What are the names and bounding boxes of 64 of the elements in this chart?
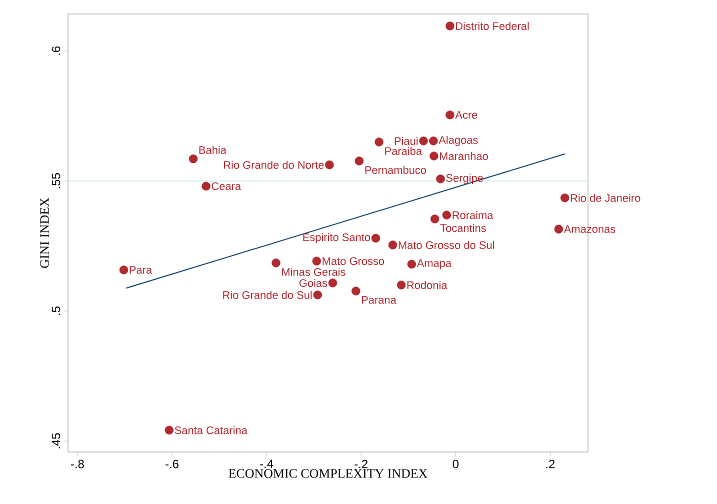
annotation: Acre: [455, 111, 478, 119]
point: [446, 22, 454, 30]
point: [371, 234, 380, 243]
annotation: Piaui: [394, 136, 418, 145]
annotation: Mato Grosso: [322, 257, 384, 265]
y-axis-title: GINI INDEX: [40, 198, 49, 268]
point: [272, 258, 280, 268]
point: [164, 426, 174, 435]
point: [429, 136, 438, 146]
point: [374, 138, 384, 146]
point: [388, 240, 398, 250]
point: [446, 110, 454, 120]
y-tick-label: .45: [52, 433, 60, 448]
annotation: Distrito Federal: [456, 22, 529, 30]
annotation: Goias: [299, 278, 328, 287]
point: [202, 182, 210, 191]
point: [313, 290, 322, 300]
annotation: Bahia: [199, 146, 226, 154]
annotation: Ceara: [212, 182, 242, 190]
point: [442, 210, 452, 220]
point: [430, 152, 438, 160]
y-tick-label: .6: [52, 46, 60, 55]
annotation: Rio de Janeiro: [570, 194, 640, 202]
point: [407, 260, 416, 269]
annotation: Rodonia: [407, 280, 448, 290]
x-tick-label: -.4: [260, 460, 274, 468]
point: [188, 154, 198, 164]
x-axis-title: ECONOMIC COMPLEXITY INDEX: [228, 469, 428, 478]
annotation: Pernambuco: [365, 166, 426, 174]
point: [554, 224, 564, 234]
annotation: Espirito Santo: [303, 233, 370, 244]
point: [396, 280, 406, 290]
annotation: Para: [130, 266, 152, 274]
annotation: Minas Gerais: [282, 268, 346, 276]
x-tick-label: -.2: [354, 460, 368, 468]
point: [352, 286, 360, 296]
point: [419, 136, 428, 146]
x-tick-label: -.6: [166, 460, 178, 468]
x-tick-label: 0: [452, 460, 459, 468]
annotation: Paraiba: [385, 146, 422, 155]
annotation: Tocantins: [440, 224, 486, 232]
point: [354, 156, 364, 166]
x-tick-label: .2: [546, 460, 555, 468]
annotation: Amapa: [416, 259, 452, 270]
point: [430, 214, 440, 224]
y-tick-label: .55: [52, 173, 60, 188]
annotation: Rio Grande do Sul: [223, 290, 312, 299]
annotation: Alagoas: [438, 136, 478, 146]
x-tick-label: -.8: [71, 460, 84, 468]
point: [560, 194, 570, 202]
point: [325, 160, 334, 170]
annotation: Roraima: [452, 211, 494, 220]
annotation: Amazonas: [564, 225, 616, 233]
point: [328, 278, 338, 288]
point: [436, 174, 445, 184]
annotation: Mato Grosso do Sul: [398, 240, 494, 249]
y-tick-label: .5: [52, 306, 60, 315]
annotation: Sergipe: [446, 174, 483, 184]
point: [119, 266, 128, 274]
point: [312, 256, 322, 266]
annotation: Maranhao: [440, 152, 488, 160]
annotation: Santa Catarina: [174, 426, 248, 434]
annotation: Parana: [362, 296, 396, 304]
annotation: Rio Grande do Norte: [224, 160, 324, 169]
